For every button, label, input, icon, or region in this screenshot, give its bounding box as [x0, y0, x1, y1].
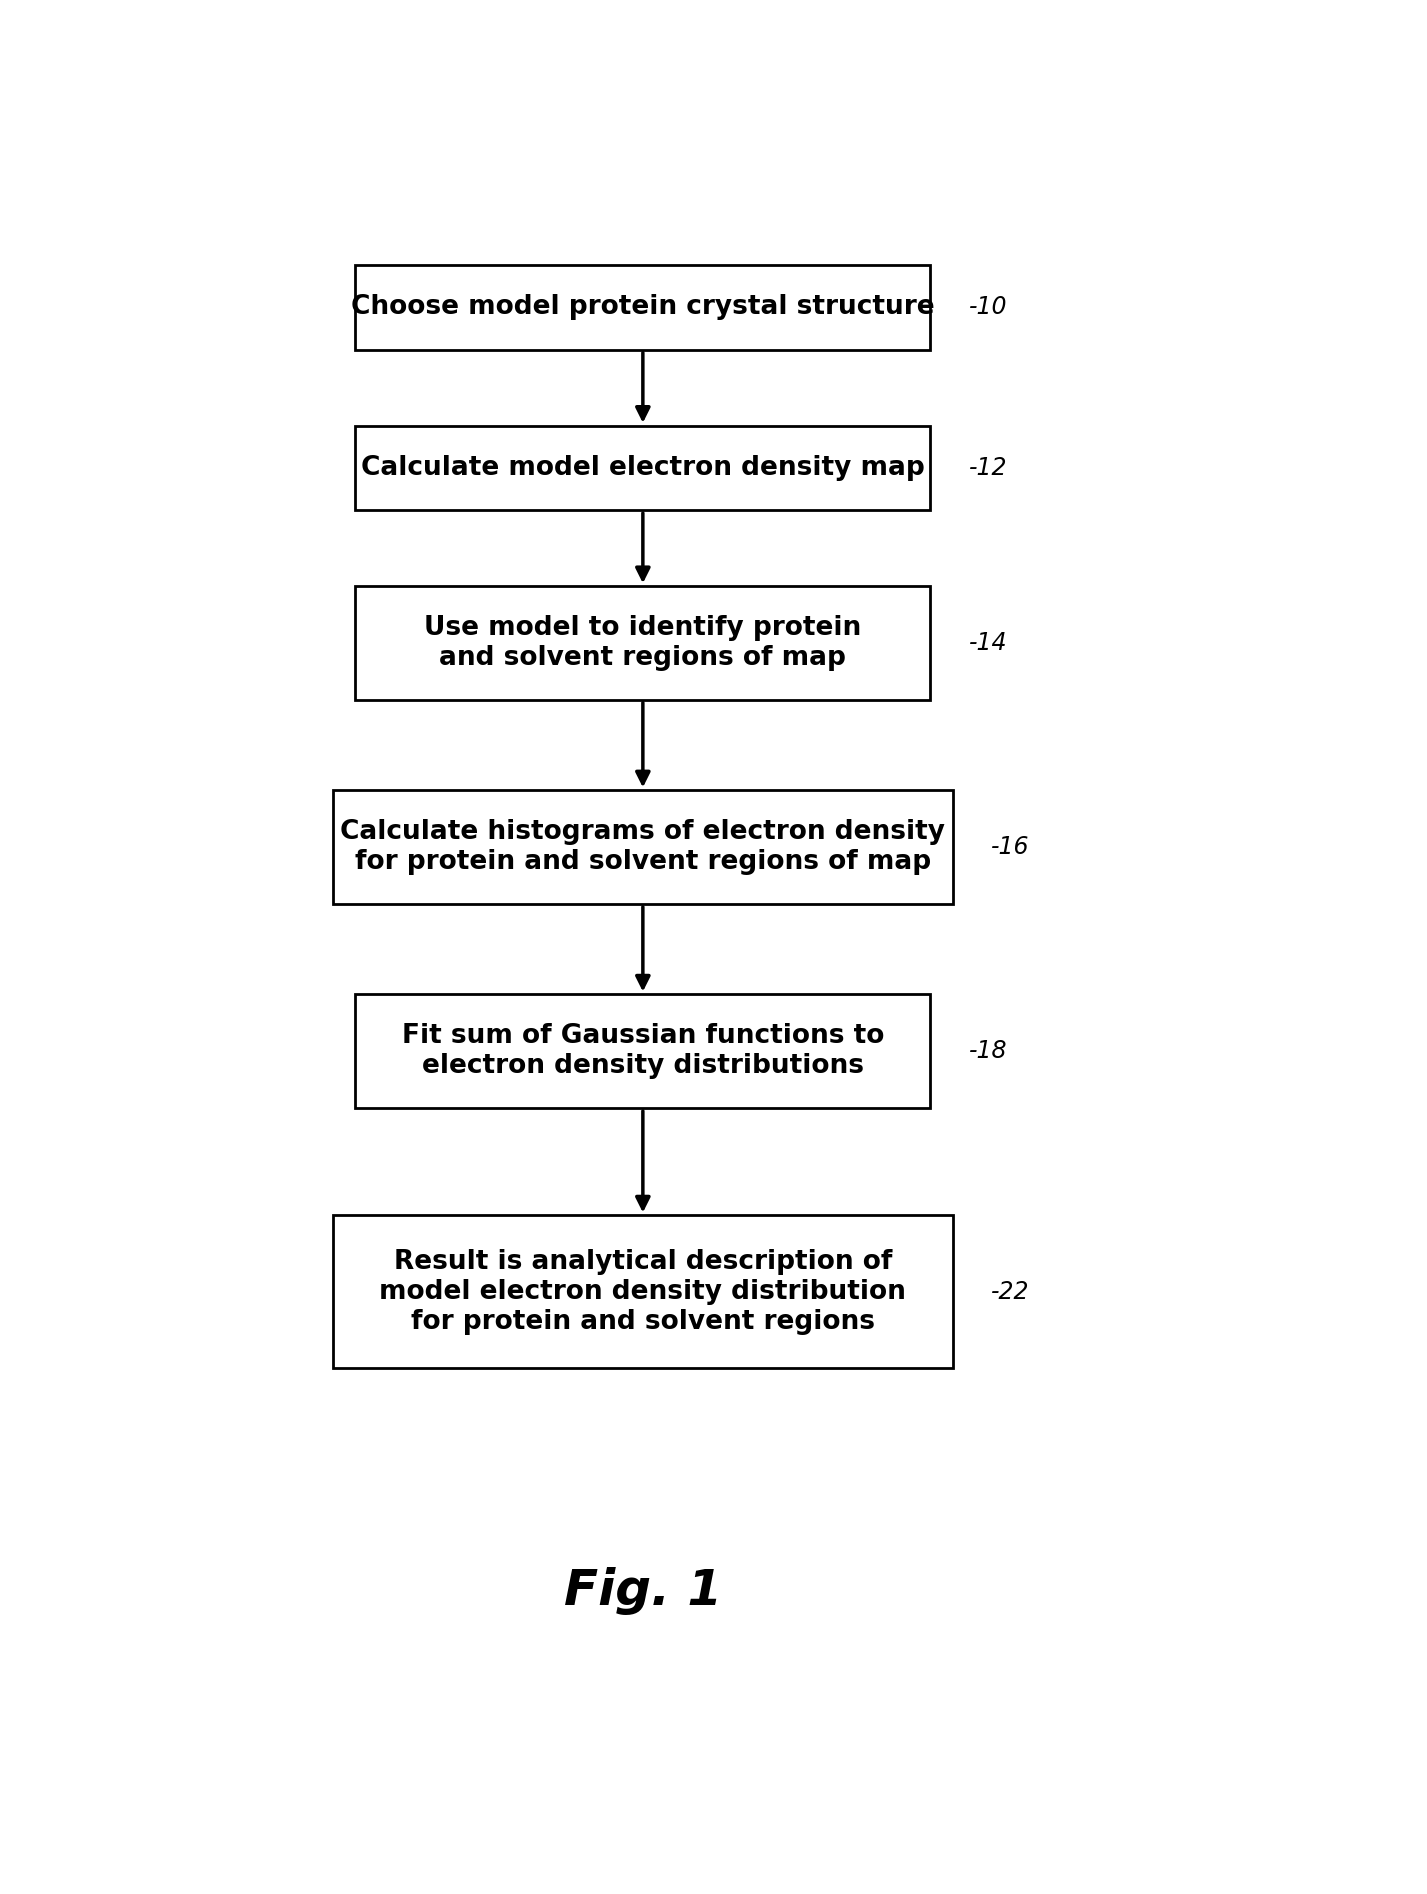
- Text: -22: -22: [992, 1280, 1030, 1303]
- FancyBboxPatch shape: [355, 265, 930, 350]
- Text: -18: -18: [969, 1040, 1007, 1063]
- Text: -14: -14: [969, 631, 1007, 655]
- Text: Fig. 1: Fig. 1: [564, 1566, 722, 1616]
- FancyBboxPatch shape: [332, 790, 952, 903]
- Text: Calculate histograms of electron density
for protein and solvent regions of map: Calculate histograms of electron density…: [341, 818, 945, 875]
- Text: -12: -12: [969, 456, 1007, 479]
- Text: -16: -16: [992, 835, 1030, 860]
- Text: -10: -10: [969, 295, 1007, 320]
- FancyBboxPatch shape: [355, 994, 930, 1108]
- Text: Use model to identify protein
and solvent regions of map: Use model to identify protein and solven…: [424, 616, 862, 670]
- FancyBboxPatch shape: [355, 426, 930, 509]
- Text: Result is analytical description of
model electron density distribution
for prot: Result is analytical description of mode…: [380, 1248, 906, 1335]
- Text: Choose model protein crystal structure: Choose model protein crystal structure: [351, 294, 935, 320]
- FancyBboxPatch shape: [332, 1216, 952, 1369]
- Text: Fit sum of Gaussian functions to
electron density distributions: Fit sum of Gaussian functions to electro…: [401, 1023, 885, 1080]
- Text: Calculate model electron density map: Calculate model electron density map: [361, 455, 925, 481]
- FancyBboxPatch shape: [355, 585, 930, 699]
